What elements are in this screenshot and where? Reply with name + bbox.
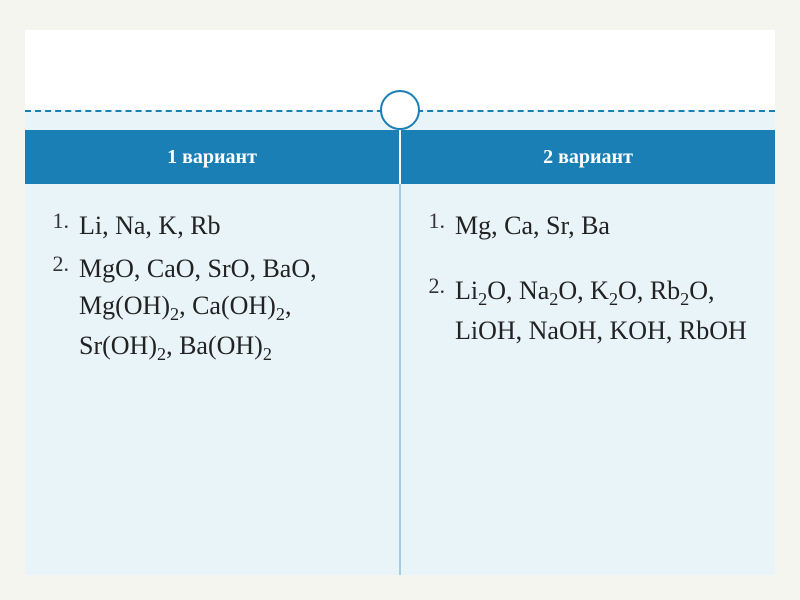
item-text: Mg, Ca, Sr, Ba <box>455 208 610 245</box>
item-text: Li, Na, K, Rb <box>79 208 221 245</box>
list-item: 1.Mg, Ca, Sr, Ba <box>421 208 761 245</box>
item-number: 1. <box>45 208 79 234</box>
item-number: 2. <box>45 251 79 277</box>
header-bar: 1 вариант 2 вариант <box>25 130 775 184</box>
list-item: 2.MgO, CaO, SrO, BaO, Mg(OH)2, Ca(OH)2, … <box>45 251 385 368</box>
decorative-circle <box>380 90 420 130</box>
list-item: 1.Li, Na, K, Rb <box>45 208 385 245</box>
item-text: Li2O, Na2O, K2O, Rb2O, LiOH, NaOH, KOH, … <box>455 273 761 350</box>
slide-container: 1 вариант 2 вариант 1.Li, Na, K, Rb2.MgO… <box>25 30 775 575</box>
header-left: 1 вариант <box>25 130 399 184</box>
content-area: 1.Li, Na, K, Rb2.MgO, CaO, SrO, BaO, Mg(… <box>25 184 775 575</box>
list-item: 2.Li2O, Na2O, K2O, Rb2O, LiOH, NaOH, KOH… <box>421 273 761 350</box>
item-number: 1. <box>421 208 455 234</box>
item-number: 2. <box>421 273 455 299</box>
left-column: 1.Li, Na, K, Rb2.MgO, CaO, SrO, BaO, Mg(… <box>25 184 399 575</box>
header-right: 2 вариант <box>399 130 775 184</box>
spacer <box>421 251 761 273</box>
right-column: 1.Mg, Ca, Sr, Ba 2.Li2O, Na2O, K2O, Rb2O,… <box>399 184 775 575</box>
item-text: MgO, CaO, SrO, BaO, Mg(OH)2, Ca(OH)2, Sr… <box>79 251 385 368</box>
